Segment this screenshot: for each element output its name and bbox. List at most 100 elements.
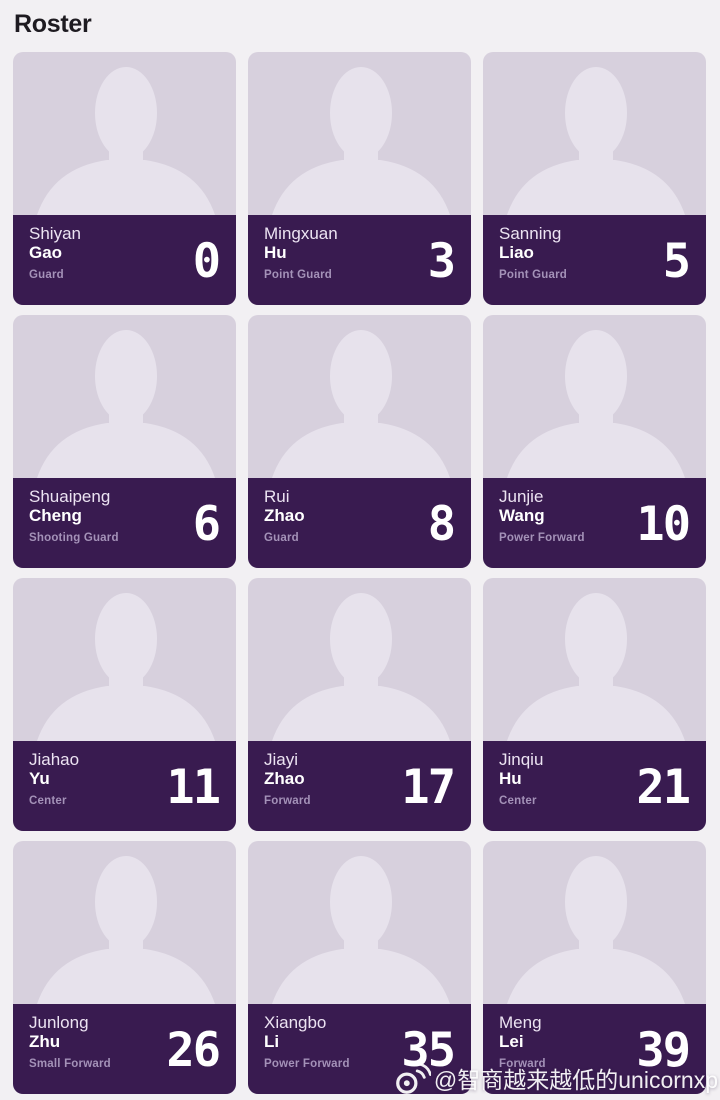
player-last-name: Yu: [29, 769, 50, 788]
player-first-name: Junlong: [29, 1013, 89, 1032]
player-name-block: Jiahao Yu Center: [29, 741, 79, 831]
player-photo-placeholder: [13, 578, 236, 741]
player-jersey-number: 6: [192, 496, 221, 552]
player-card[interactable]: Xiangbo Li Power Forward 35: [248, 841, 471, 1094]
person-silhouette-icon: [37, 330, 215, 478]
player-last-name: Hu: [264, 243, 287, 262]
player-position: Point Guard: [499, 269, 568, 281]
player-card[interactable]: Junlong Zhu Small Forward 26: [13, 841, 236, 1094]
player-jersey-number: 21: [636, 759, 691, 815]
player-jersey-number: 17: [401, 759, 456, 815]
player-name-block: Meng Lei Forward: [499, 1004, 546, 1094]
player-first-name: Shiyan: [29, 224, 81, 243]
player-photo-placeholder: [13, 841, 236, 1004]
player-last-name: Lei: [499, 1032, 524, 1051]
player-photo-placeholder: [13, 315, 236, 478]
player-info-bar: Sanning Liao Point Guard 5: [483, 215, 706, 305]
player-info-bar: Xiangbo Li Power Forward 35: [248, 1004, 471, 1094]
player-jersey-number: 3: [427, 233, 456, 289]
player-position: Small Forward: [29, 1058, 111, 1070]
person-silhouette-icon: [272, 67, 450, 215]
person-silhouette-icon: [507, 856, 685, 1004]
player-info-bar: Mingxuan Hu Point Guard 3: [248, 215, 471, 305]
player-first-name: Mingxuan: [264, 224, 338, 243]
player-last-name: Gao: [29, 243, 63, 262]
player-info-bar: Jiahao Yu Center 11: [13, 741, 236, 831]
player-info-bar: Jiayi Zhao Forward 17: [248, 741, 471, 831]
player-photo-placeholder: [248, 841, 471, 1004]
player-card[interactable]: Sanning Liao Point Guard 5: [483, 52, 706, 305]
player-jersey-number: 5: [662, 233, 691, 289]
player-photo-placeholder: [483, 315, 706, 478]
player-jersey-number: 10: [636, 496, 691, 552]
player-photo-placeholder: [248, 52, 471, 215]
player-card[interactable]: Rui Zhao Guard 8: [248, 315, 471, 568]
player-last-name: Zhao: [264, 506, 305, 525]
player-card[interactable]: Jinqiu Hu Center 21: [483, 578, 706, 831]
player-card[interactable]: Meng Lei Forward 39: [483, 841, 706, 1094]
person-silhouette-icon: [37, 67, 215, 215]
player-card[interactable]: Shuaipeng Cheng Shooting Guard 6: [13, 315, 236, 568]
player-name-block: Junjie Wang Power Forward: [499, 478, 585, 568]
player-first-name: Rui: [264, 487, 290, 506]
player-position: Forward: [264, 795, 311, 807]
player-card[interactable]: Jiayi Zhao Forward 17: [248, 578, 471, 831]
player-first-name: Jiahao: [29, 750, 80, 769]
player-photo-placeholder: [248, 578, 471, 741]
player-name-block: Junlong Zhu Small Forward: [29, 1004, 111, 1094]
player-name-block: Mingxuan Hu Point Guard: [264, 215, 338, 305]
player-photo-placeholder: [248, 315, 471, 478]
player-photo-placeholder: [483, 578, 706, 741]
player-first-name: Junjie: [499, 487, 544, 506]
player-position: Point Guard: [264, 269, 333, 281]
player-card[interactable]: Shiyan Gao Guard 0: [13, 52, 236, 305]
player-card[interactable]: Mingxuan Hu Point Guard 3: [248, 52, 471, 305]
player-last-name: Liao: [499, 243, 534, 262]
roster-grid: Shiyan Gao Guard 0 Mingxuan Hu Point Gua…: [0, 39, 720, 1094]
player-last-name: Cheng: [29, 506, 82, 525]
player-jersey-number: 8: [427, 496, 456, 552]
player-position: Power Forward: [264, 1058, 350, 1070]
player-position: Shooting Guard: [29, 532, 119, 544]
player-position: Guard: [29, 269, 64, 281]
player-jersey-number: 11: [166, 759, 221, 815]
player-photo-placeholder: [13, 52, 236, 215]
player-last-name: Hu: [499, 769, 522, 788]
player-first-name: Jiayi: [264, 750, 299, 769]
person-silhouette-icon: [507, 330, 685, 478]
player-first-name: Jinqiu: [499, 750, 544, 769]
page-title: Roster: [14, 10, 92, 38]
player-info-bar: Jinqiu Hu Center 21: [483, 741, 706, 831]
player-position: Guard: [264, 532, 299, 544]
player-name-block: Shuaipeng Cheng Shooting Guard: [29, 478, 119, 568]
player-info-bar: Rui Zhao Guard 8: [248, 478, 471, 568]
player-last-name: Wang: [499, 506, 545, 525]
player-jersey-number: 26: [166, 1022, 221, 1078]
player-name-block: Shiyan Gao Guard: [29, 215, 81, 305]
person-silhouette-icon: [272, 330, 450, 478]
person-silhouette-icon: [507, 593, 685, 741]
player-info-bar: Meng Lei Forward 39: [483, 1004, 706, 1094]
player-card[interactable]: Junjie Wang Power Forward 10: [483, 315, 706, 568]
player-jersey-number: 35: [401, 1022, 456, 1078]
player-photo-placeholder: [483, 52, 706, 215]
player-position: Power Forward: [499, 532, 585, 544]
player-name-block: Rui Zhao Guard: [264, 478, 305, 568]
player-first-name: Meng: [499, 1013, 542, 1032]
player-info-bar: Junjie Wang Power Forward 10: [483, 478, 706, 568]
person-silhouette-icon: [507, 67, 685, 215]
player-name-block: Jinqiu Hu Center: [499, 741, 543, 831]
player-info-bar: Junlong Zhu Small Forward 26: [13, 1004, 236, 1094]
player-last-name: Li: [264, 1032, 280, 1051]
player-position: Center: [499, 795, 537, 807]
player-position: Forward: [499, 1058, 546, 1070]
player-name-block: Sanning Liao Point Guard: [499, 215, 567, 305]
player-photo-placeholder: [483, 841, 706, 1004]
player-last-name: Zhu: [29, 1032, 61, 1051]
player-name-block: Xiangbo Li Power Forward: [264, 1004, 350, 1094]
person-silhouette-icon: [272, 856, 450, 1004]
player-card[interactable]: Jiahao Yu Center 11: [13, 578, 236, 831]
player-last-name: Zhao: [264, 769, 305, 788]
player-position: Center: [29, 795, 67, 807]
